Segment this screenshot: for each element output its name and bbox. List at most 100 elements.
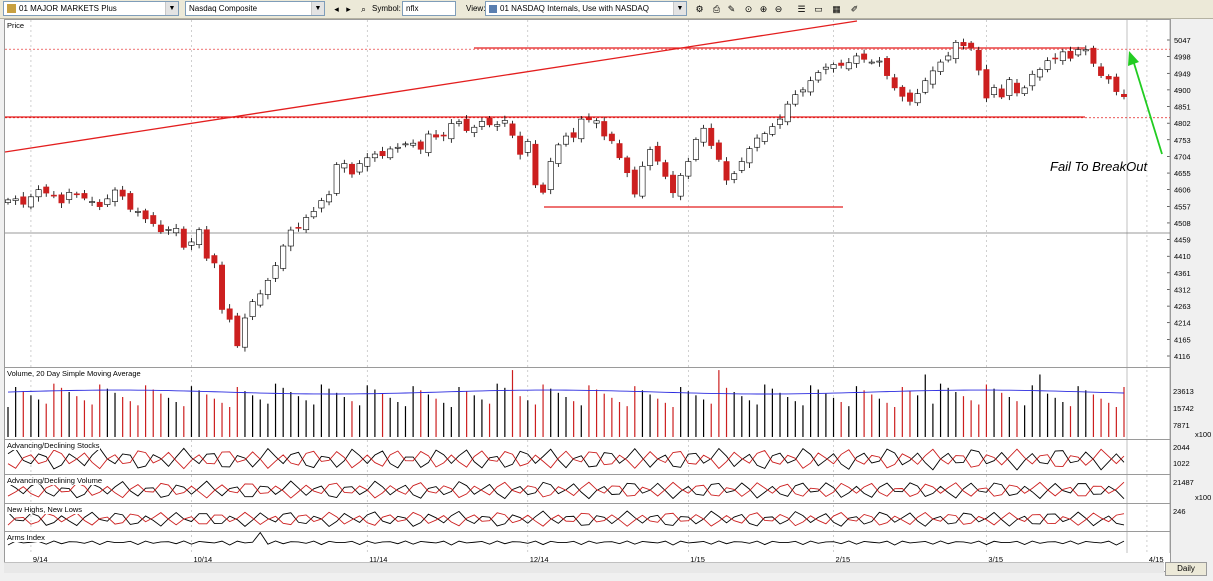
candle-body (287, 229, 294, 247)
candle-body (677, 175, 684, 197)
candle-body (570, 132, 577, 138)
next-symbol-icon[interactable]: ▸ (346, 4, 351, 14)
y-tick-label: 4802 (1174, 119, 1191, 128)
candle-body (134, 211, 141, 213)
candle-body (241, 317, 248, 348)
candle-body (364, 157, 371, 167)
candle-body (937, 61, 944, 72)
candle-body (838, 62, 845, 66)
print-icon[interactable]: ⎙ (712, 4, 721, 14)
arms-panel: Arms Index (4, 531, 1171, 553)
y-tick-label: 4606 (1174, 186, 1191, 195)
candle-body (960, 42, 967, 47)
candle-body (180, 228, 187, 248)
chevron-down-icon[interactable]: ▼ (673, 2, 686, 15)
y-tick-label: 4557 (1174, 202, 1191, 211)
candle-body (845, 62, 852, 70)
candle-body (157, 224, 164, 233)
candle-body (425, 133, 432, 153)
candle-body (769, 126, 776, 135)
candle-body (203, 229, 210, 259)
zoom-out-icon[interactable]: ⊖ (774, 4, 783, 14)
candle-body (73, 193, 80, 196)
chart-settings-icon[interactable]: ⚙ (695, 4, 704, 14)
candle-body (27, 196, 34, 208)
symbol-label: Symbol: (372, 4, 401, 13)
list-icon[interactable]: ☰ (797, 4, 806, 14)
candle-body (440, 134, 447, 137)
candle-body (815, 72, 822, 81)
index-dropdown[interactable]: Nasdaq Composite ▼ (185, 1, 325, 16)
grid-icon[interactable]: ▦ (832, 4, 841, 14)
candle-body (639, 165, 646, 197)
arms-label: Arms Index (7, 533, 45, 542)
y-tick-label: 4116 (1174, 352, 1190, 361)
candle-body (968, 42, 975, 49)
chevron-down-icon[interactable]: ▼ (311, 2, 324, 15)
candle-body (1014, 82, 1020, 94)
volume-tick-3: 7871 (1173, 421, 1190, 430)
candle-body (1021, 87, 1028, 94)
y-tick-label: 4704 (1174, 152, 1191, 161)
window-icon[interactable]: ▭ (814, 4, 823, 14)
x-tick-label: 12/14 (530, 555, 549, 564)
candle-body (249, 301, 256, 317)
candle-body (929, 70, 936, 85)
chevron-down-icon[interactable]: ▼ (165, 2, 178, 15)
prev-symbol-icon[interactable]: ◂ (334, 4, 339, 14)
y-tick-label: 4263 (1174, 302, 1191, 311)
adv-dec-stocks-tick-2: 1022 (1173, 459, 1190, 468)
candle-body (830, 64, 837, 69)
price-panel: Price (4, 19, 1171, 365)
candle-body (731, 173, 738, 180)
candle-body (1067, 50, 1074, 59)
candle-body (280, 245, 287, 269)
toolbar: 01 MAJOR MARKETS Plus ▼ Nasdaq Composite… (0, 0, 1213, 19)
candle-body (884, 58, 891, 76)
candle-body (112, 189, 118, 202)
breakout-arrow (1132, 59, 1163, 155)
new-highs-tick-1: 246 (1173, 507, 1186, 516)
candle-body (601, 121, 608, 137)
candle-body (608, 133, 615, 142)
zoom-icon[interactable]: ⊙ (744, 4, 753, 14)
candle-body (555, 144, 562, 164)
view-icon (489, 4, 497, 13)
adv-dec-stocks-tick-1: 2044 (1173, 443, 1190, 452)
candle-body (341, 163, 348, 169)
view-dropdown[interactable]: 01 NASDAQ Internals, Use with NASDAQ ▼ (485, 1, 687, 16)
adv-dec-volume-panel: Advancing/Declining Volume (4, 474, 1171, 503)
candle-body (310, 211, 317, 218)
candle-body (257, 293, 264, 306)
candle-body (1044, 60, 1051, 70)
draw-icon[interactable]: ✐ (850, 4, 859, 14)
candle-body (119, 189, 126, 197)
advancing-stocks-line (7, 447, 1125, 471)
candle-body (96, 201, 103, 207)
y-tick-label: 4165 (1174, 335, 1191, 344)
binoculars-icon[interactable]: ⌕ (360, 4, 367, 14)
y-tick-label: 4410 (1174, 252, 1191, 261)
candle-body (478, 121, 485, 127)
candle-body (1082, 49, 1089, 52)
chart-scrollbar[interactable] (4, 562, 1164, 573)
candle-body (746, 148, 753, 164)
candle-body (631, 169, 638, 195)
edit-icon[interactable]: ✎ (727, 4, 736, 14)
new-lows-line (7, 511, 1125, 527)
volume-panel: Volume, 20 Day Simple Moving Average (4, 367, 1171, 439)
candle-body (486, 117, 493, 126)
volume-tick-2: 15742 (1173, 404, 1194, 413)
zoom-in-icon[interactable]: ⊕ (759, 4, 768, 14)
y-tick-label: 4753 (1174, 136, 1191, 145)
candle-body (295, 227, 302, 229)
y-tick-label: 4655 (1174, 169, 1191, 178)
candle-body (1059, 51, 1066, 62)
symbol-input[interactable]: nflx (402, 1, 456, 16)
candle-body (66, 192, 73, 200)
watchlist-dropdown[interactable]: 01 MAJOR MARKETS Plus ▼ (3, 1, 179, 16)
candle-body (1036, 69, 1043, 78)
period-button[interactable]: Daily (1165, 562, 1207, 576)
candle-body (692, 139, 699, 160)
